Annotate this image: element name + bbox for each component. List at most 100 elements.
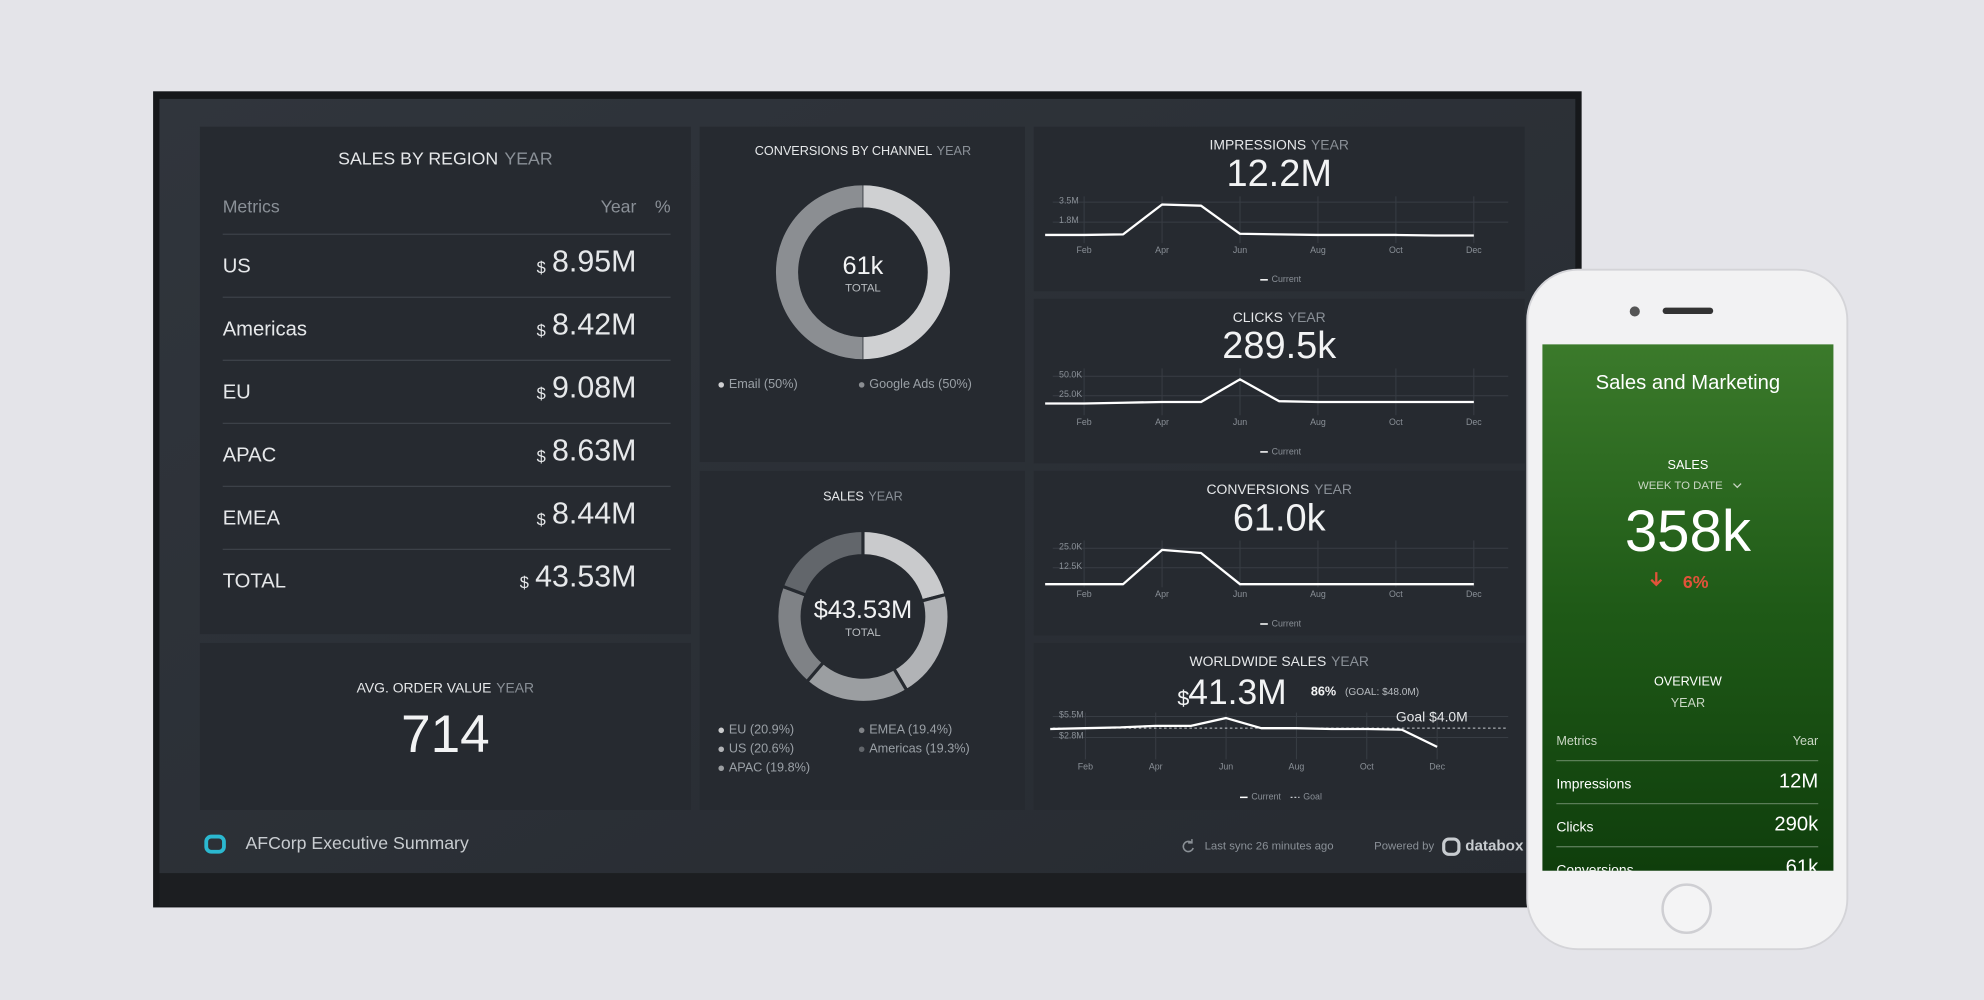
kpi-label: SALES — [1668, 458, 1709, 472]
donut-center-label: TOTAL — [845, 283, 881, 295]
x-tick-label: Dec — [1466, 245, 1482, 255]
legend-label: APAC (19.8%) — [729, 761, 810, 775]
panel-title: CONVERSIONS BY CHANNEL YEAR — [755, 144, 971, 158]
kpi-value: 714 — [401, 705, 490, 764]
series-line — [1045, 548, 1474, 586]
x-tick-label: Apr — [1155, 589, 1169, 599]
home-button[interactable] — [1661, 883, 1712, 935]
goal-label: Goal $4.0M — [1396, 709, 1468, 725]
x-tick-label: Aug — [1310, 417, 1326, 427]
x-tick-label: Oct — [1389, 589, 1403, 599]
panels — [199, 126, 1525, 810]
sync-status: Last sync 26 minutes ago — [1205, 841, 1334, 853]
legend-dot — [718, 765, 725, 772]
x-tick-label: Feb — [1078, 761, 1093, 771]
row-currency: $ — [537, 322, 546, 340]
goal-percent: 86% — [1311, 685, 1336, 699]
x-tick-label: Dec — [1429, 761, 1445, 771]
x-tick-label: Oct — [1389, 245, 1403, 255]
column-header: Year — [1793, 734, 1819, 748]
y-tick-label: 12.5K — [1059, 561, 1082, 571]
row-name: Conversions — [1556, 861, 1633, 877]
row-currency: $ — [537, 448, 546, 466]
legend-label: Current — [1272, 446, 1302, 456]
row-name: Clicks — [1556, 818, 1593, 834]
sync-icon — [1182, 839, 1194, 853]
y-tick-label: 3.5M — [1059, 195, 1079, 205]
down-arrow — [1650, 572, 1663, 587]
title-period: YEAR — [1314, 481, 1352, 497]
phone-content: Sales and Marketing SALES WEEK TO DATE 358k… — [1556, 372, 1819, 877]
row-name: US — [223, 256, 251, 278]
title-period: YEAR — [937, 144, 971, 158]
row-currency: $ — [537, 511, 546, 529]
legend-label: Goal — [1303, 792, 1322, 802]
row-currency: $ — [537, 385, 546, 403]
legend-label: Email (50%) — [729, 377, 798, 391]
legend-label: Current — [1272, 618, 1302, 628]
title-text: CONVERSIONS — [1206, 481, 1309, 497]
title-period: YEAR — [504, 148, 552, 168]
panel-title: IMPRESSIONS YEAR — [1210, 136, 1349, 152]
y-tick-label: 50.0K — [1059, 369, 1082, 379]
panel — [1033, 298, 1525, 464]
y-tick-label: 1.8M — [1059, 215, 1079, 225]
x-tick-label: Dec — [1466, 417, 1482, 427]
series-line — [1045, 203, 1474, 237]
x-tick-label: Jun — [1233, 417, 1247, 427]
row-value: 8.42M — [552, 308, 636, 341]
title-period: YEAR — [868, 490, 902, 504]
x-tick-label: Feb — [1076, 245, 1091, 255]
kpi-value: 12.2M — [1226, 153, 1331, 195]
row-currency: $ — [537, 259, 546, 277]
panel — [199, 642, 691, 810]
title-period: YEAR — [1288, 308, 1326, 324]
column-header: Metrics — [1556, 734, 1597, 748]
logo-icon — [204, 834, 226, 854]
panel-title: SALES YEAR — [823, 490, 903, 504]
x-tick-label: Jun — [1219, 761, 1233, 771]
x-tick-label: Oct — [1389, 417, 1403, 427]
kpi-currency: $ — [1177, 687, 1189, 711]
x-tick-label: Jun — [1233, 589, 1247, 599]
column-header: Year — [601, 196, 637, 216]
phone-title: Sales and Marketing — [1596, 372, 1780, 394]
x-tick-label: Aug — [1310, 589, 1326, 599]
panel-title: SALES BY REGION YEAR — [338, 148, 552, 168]
kpi-value: 41.3M — [1188, 672, 1286, 712]
column-header: Metrics — [223, 196, 280, 216]
row-name: TOTAL — [223, 571, 286, 593]
powered-by: Powered by — [1374, 841, 1434, 853]
row-currency: $ — [520, 574, 529, 592]
x-tick-label: Apr — [1149, 761, 1163, 771]
legend-dot — [718, 727, 725, 734]
x-tick-label: Feb — [1076, 417, 1091, 427]
x-tick-label: Aug — [1289, 761, 1305, 771]
content: SALES BY REGION YEAR Metrics Year % US 8.95M $ A… — [222, 136, 1819, 877]
title-text: WORLDWIDE SALES — [1189, 653, 1326, 669]
overview-title: OVERVIEW — [1654, 675, 1722, 689]
donut-center-value: $43.53M — [814, 596, 912, 624]
kpi-value: 61.0k — [1233, 497, 1327, 539]
panel — [1033, 126, 1525, 292]
title-text: SALES BY REGION — [338, 148, 498, 168]
databox-icon — [1442, 837, 1461, 856]
title-text: AVG. ORDER VALUE — [357, 679, 492, 695]
chevron[interactable] — [1733, 483, 1742, 489]
panel-title: AVG. ORDER VALUE YEAR — [357, 679, 534, 695]
panel-title: WORLDWIDE SALES YEAR — [1189, 653, 1369, 669]
kpi-value: 289.5k — [1222, 325, 1337, 367]
y-tick-label: $2.8M — [1059, 731, 1084, 741]
row-name: EMEA — [223, 508, 281, 530]
legend-dot — [858, 382, 865, 388]
x-tick-label: Aug — [1310, 245, 1326, 255]
row-value: 8.95M — [552, 245, 636, 278]
legend-label: US (20.6%) — [729, 742, 794, 756]
donut-center-label: TOTAL — [845, 627, 881, 639]
legend-label: EMEA (19.4%) — [869, 723, 952, 737]
title-period: YEAR — [496, 679, 534, 695]
donut-slice — [862, 184, 951, 360]
brand: databox — [1465, 838, 1524, 855]
